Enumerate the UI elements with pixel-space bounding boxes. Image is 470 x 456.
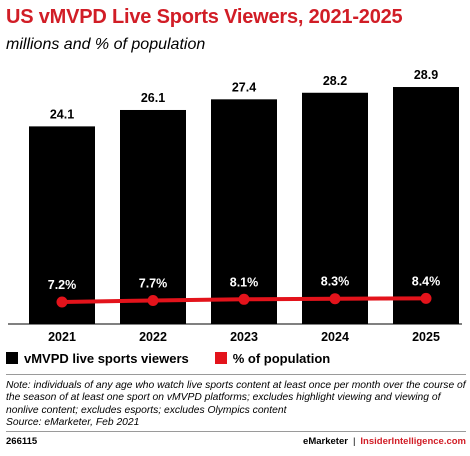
source-text: Source: eMarketer, Feb 2021 (6, 417, 140, 429)
point-label-2021: 7.2% (48, 278, 77, 292)
brand-emarketer: eMarketer (303, 436, 348, 447)
x-tick-2022: 2022 (139, 330, 167, 344)
note-text: Note: individuals of any age who watch l… (6, 380, 466, 416)
legend-label-viewers: vMVPD live sports viewers (24, 350, 189, 366)
legend-label-population: % of population (232, 350, 331, 366)
point-population-2022 (147, 295, 159, 306)
chart-legend: vMVPD live sports viewers % of populatio… (6, 349, 356, 367)
x-tick-2023: 2023 (230, 330, 258, 344)
bar-label-2024: 28.2 (323, 74, 347, 88)
point-label-2022: 7.7% (139, 277, 168, 291)
point-population-2023 (238, 293, 250, 305)
chart-title: US vMVPD Live Sports Viewers, 2021-2025 (6, 6, 403, 28)
legend-swatch-population (214, 352, 227, 364)
chart-plot: 24.1 2021 26.1 2022 27.4 2023 28.2 2024 28.9 2025… (8, 68, 462, 344)
legend-swatch-viewers (6, 352, 18, 364)
point-population-2024 (329, 293, 341, 305)
chart-subtitle: millions and % of population (6, 36, 206, 53)
bar-label-2025: 28.9 (414, 68, 438, 82)
bar-2022 (120, 109, 186, 324)
footer-brand: eMarketer | InsiderIntelligence.com (303, 436, 466, 447)
x-tick-2024: 2024 (321, 330, 349, 344)
x-tick-2025: 2025 (412, 330, 440, 344)
footer: 266115 eMarketer | InsiderIntelligence.com (6, 436, 466, 447)
brand-separator: | (352, 436, 356, 447)
bar-label-2023: 27.4 (232, 80, 256, 94)
x-tick-2021: 2021 (48, 330, 76, 344)
point-label-2025: 8.4% (412, 274, 441, 288)
point-population-2025 (420, 292, 432, 304)
chart-id: 266115 (6, 436, 38, 447)
divider-top (6, 374, 466, 375)
brand-insider-intelligence: InsiderIntelligence.com (360, 436, 466, 447)
point-label-2024: 8.3% (321, 275, 350, 289)
bar-2021 (29, 126, 95, 324)
legend-item-viewers: vMVPD live sports viewers (6, 351, 189, 366)
point-label-2023: 8.1% (230, 275, 259, 289)
chart-note: Note: individuals of any age who watch l… (6, 380, 468, 430)
bar-2023 (211, 99, 277, 324)
bar-2024 (302, 92, 368, 324)
bar-2025 (393, 87, 459, 325)
point-population-2021 (56, 296, 68, 308)
divider-bottom (6, 431, 466, 432)
bar-label-2022: 26.1 (141, 91, 165, 105)
legend-item-population: % of population (214, 350, 331, 366)
bar-label-2021: 24.1 (50, 107, 74, 121)
